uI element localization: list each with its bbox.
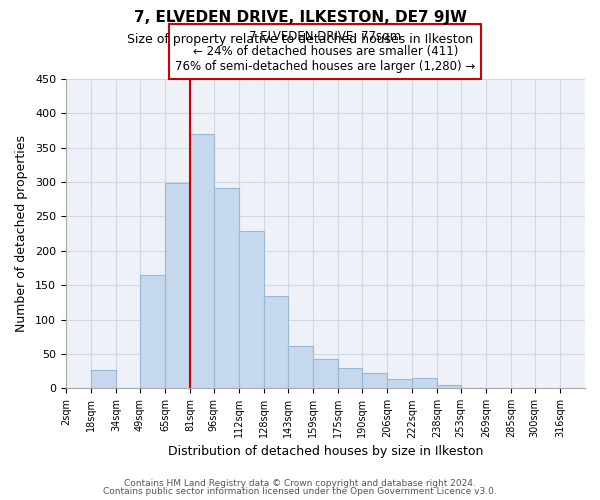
Bar — [313, 360, 338, 388]
Text: 7, ELVEDEN DRIVE, ILKESTON, DE7 9JW: 7, ELVEDEN DRIVE, ILKESTON, DE7 9JW — [133, 10, 467, 25]
Bar — [362, 372, 387, 388]
Bar — [239, 231, 264, 388]
Text: 7 ELVEDEN DRIVE: 77sqm
← 24% of detached houses are smaller (411)
76% of semi-de: 7 ELVEDEN DRIVE: 77sqm ← 24% of detached… — [175, 30, 476, 73]
Bar — [140, 275, 165, 388]
Y-axis label: Number of detached properties: Number of detached properties — [15, 135, 28, 332]
Bar — [387, 378, 412, 388]
Bar — [190, 134, 214, 388]
Bar — [437, 385, 461, 388]
Bar — [91, 370, 116, 388]
X-axis label: Distribution of detached houses by size in Ilkeston: Distribution of detached houses by size … — [168, 444, 483, 458]
Bar — [287, 346, 313, 389]
Text: Size of property relative to detached houses in Ilkeston: Size of property relative to detached ho… — [127, 32, 473, 46]
Bar — [214, 188, 239, 388]
Text: Contains public sector information licensed under the Open Government Licence v3: Contains public sector information licen… — [103, 487, 497, 496]
Bar — [165, 184, 190, 388]
Bar — [412, 378, 437, 388]
Bar — [264, 296, 287, 388]
Text: Contains HM Land Registry data © Crown copyright and database right 2024.: Contains HM Land Registry data © Crown c… — [124, 478, 476, 488]
Bar — [338, 368, 362, 388]
